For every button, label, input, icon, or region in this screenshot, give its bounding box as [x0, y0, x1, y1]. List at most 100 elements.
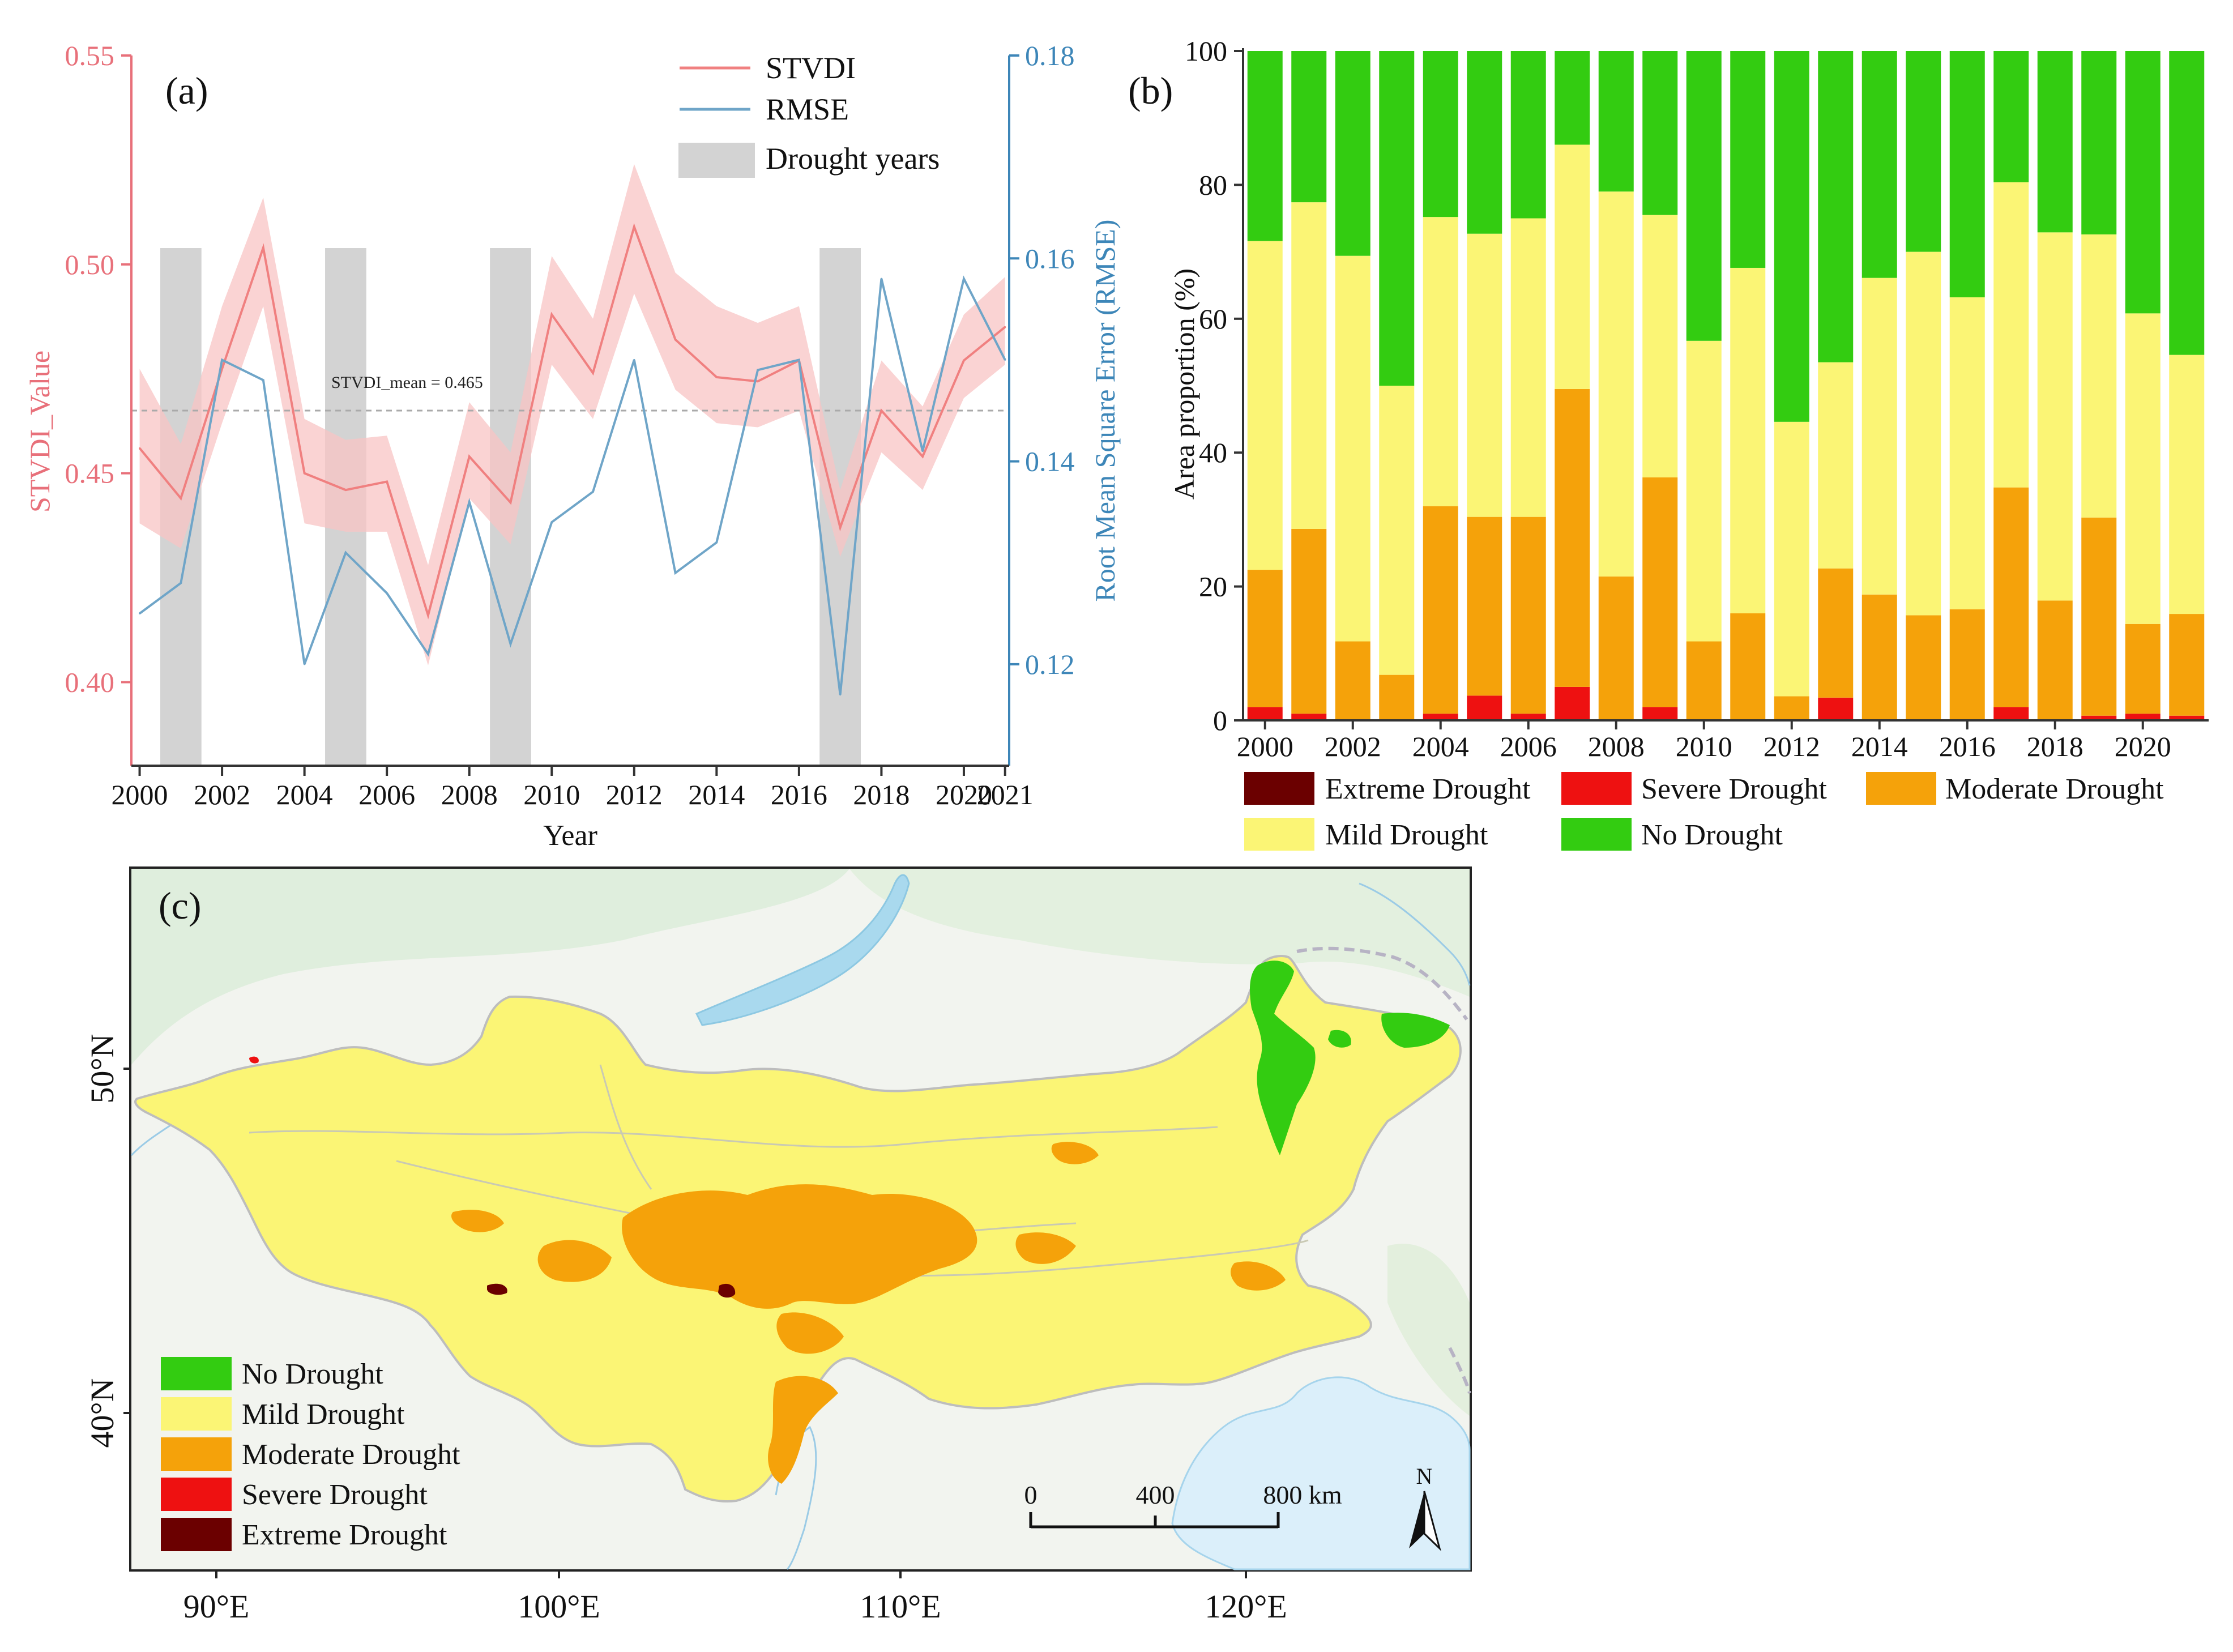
- bar-segment-moderate-drought: [1949, 609, 1985, 720]
- bar-segment-mild-drought: [1335, 255, 1370, 642]
- bar-segment-mild-drought: [1906, 251, 1941, 616]
- bar-segment-no-drought: [1291, 51, 1327, 203]
- stvdi-point: [427, 614, 429, 616]
- map-moderate-drought-area: [1015, 1232, 1076, 1264]
- x-tick-label: 2008: [1588, 731, 1645, 762]
- bar-segment-moderate-drought: [1555, 389, 1590, 687]
- x-tick-label: 2018: [853, 779, 910, 810]
- x-tick-label: 2016: [771, 779, 827, 810]
- stvdi-point: [468, 455, 471, 458]
- bar-segment-severe-drought: [1818, 697, 1854, 720]
- bar-segment-severe-drought: [1642, 707, 1678, 720]
- right-y-tick-label: 0.18: [1025, 40, 1075, 71]
- stvdi-point: [509, 501, 511, 503]
- bar-segment-moderate-drought: [1291, 528, 1327, 714]
- bar-segment-mild-drought: [1642, 215, 1678, 477]
- bar-segment-mild-drought: [1730, 267, 1766, 613]
- map-legend-label-no-drought: No Drought: [242, 1358, 383, 1390]
- map-legend-label-moderate: Moderate Drought: [242, 1438, 460, 1471]
- bar-segment-mild-drought: [1861, 278, 1897, 595]
- bar-segment-mild-drought: [1291, 202, 1327, 529]
- x-tick-label: 2004: [276, 779, 333, 810]
- bar-segment-mild-drought: [2081, 234, 2117, 518]
- bar-segment-moderate-drought: [1598, 576, 1634, 720]
- rmse-point: [880, 278, 882, 280]
- y-tick-label: 40: [1199, 437, 1227, 468]
- bar-segment-no-drought: [1247, 51, 1283, 241]
- bar-segment-mild-drought: [1818, 362, 1854, 569]
- x-tick-label: 2012: [1764, 731, 1820, 762]
- bar-segment-no-drought: [1642, 51, 1678, 215]
- stvdi-point: [550, 313, 553, 315]
- stvdi-point: [839, 527, 842, 529]
- scale-label-0: 0: [1024, 1480, 1037, 1509]
- bar-segment-moderate-drought: [1335, 641, 1370, 720]
- panel-a-line-chart: STVDI_mean = 0.465 0.40 0.45 0.50 0.55 0.12…: [24, 40, 1121, 852]
- bar-segment-mild-drought: [1774, 421, 1809, 697]
- rmse-point: [839, 694, 842, 696]
- bar-segment-mild-drought: [1423, 217, 1458, 506]
- map-vegetation-background: [1387, 1244, 1470, 1416]
- bar-segment-moderate-drought: [2169, 614, 2205, 716]
- bar-segment-moderate-drought: [1247, 570, 1283, 707]
- x-tick-label: 2021: [977, 779, 1034, 810]
- bar-segment-moderate-drought: [1730, 613, 1766, 720]
- map-lake: [695, 874, 910, 1026]
- north-arrow-icon: N: [1409, 1463, 1441, 1551]
- bar-segment-mild-drought: [1555, 144, 1590, 389]
- right-y-tick-label: 0.16: [1025, 242, 1075, 274]
- bar-segment-no-drought: [2081, 51, 2117, 234]
- bar-segment-mild-drought: [2169, 355, 2205, 614]
- stvdi-point: [715, 376, 718, 378]
- panel-b-legend: Extreme Drought Severe Drought Moderate …: [1244, 772, 2164, 851]
- map-scale-bar: 0 400 800 km: [1024, 1480, 1342, 1529]
- legend-swatch-no-drought: [1561, 818, 1632, 851]
- bar-segment-no-drought: [1730, 51, 1766, 268]
- map-moderate-drought-area: [776, 1312, 844, 1354]
- legend-label-moderate: Moderate Drought: [1945, 773, 2164, 805]
- rmse-point: [1004, 358, 1006, 361]
- map-sea: [1171, 1376, 1471, 1570]
- bar-segment-severe-drought: [1423, 714, 1458, 720]
- latitude-label: 40°N: [84, 1378, 121, 1448]
- stvdi-band: [139, 164, 1005, 665]
- bar-segment-moderate-drought: [2081, 517, 2117, 716]
- bar-segment-no-drought: [1335, 51, 1370, 256]
- legend-swatch-severe: [1561, 772, 1632, 805]
- map-legend: No Drought Mild Drought Moderate Drought…: [161, 1357, 460, 1551]
- bar-segment-moderate-drought: [1423, 506, 1458, 714]
- left-y-tick-label: 0.45: [65, 458, 115, 489]
- rmse-point: [550, 521, 553, 523]
- rmse-point: [633, 358, 635, 361]
- y-tick-label: 80: [1199, 169, 1227, 200]
- legend-label-severe: Severe Drought: [1641, 773, 1827, 805]
- rmse-point: [468, 501, 471, 503]
- rmse-point: [139, 612, 141, 614]
- bar-segment-moderate-drought: [1818, 568, 1854, 698]
- bar-segment-mild-drought: [1247, 241, 1283, 570]
- bar-segment-no-drought: [1949, 51, 1985, 297]
- left-y-tick-label: 0.55: [65, 40, 115, 71]
- left-y-tick-label: 0.50: [65, 249, 115, 280]
- right-y-tick-label: 0.12: [1025, 648, 1075, 680]
- y-tick-label: 100: [1185, 35, 1227, 67]
- bar-segment-severe-drought: [2169, 715, 2205, 720]
- y-ticks: 0 20 40 60 80 100: [1185, 35, 1243, 736]
- rmse-point: [386, 592, 388, 594]
- longitude-label: 90°E: [183, 1588, 250, 1625]
- stvdi-point: [880, 409, 882, 412]
- bar-segment-mild-drought: [1949, 297, 1985, 609]
- rmse-point: [798, 358, 800, 361]
- x-tick-label: 2006: [358, 779, 415, 810]
- x-tick-label: 2020: [936, 779, 992, 810]
- map-border-dashed: [1448, 1347, 1471, 1394]
- stvdi-point: [674, 339, 677, 341]
- x-tick-label: 2016: [1939, 731, 1996, 762]
- map-no-drought-area: [1328, 1030, 1351, 1048]
- bar-segment-no-drought: [1686, 51, 1722, 341]
- rmse-point: [344, 552, 347, 554]
- panel-a-label: (a): [165, 69, 208, 112]
- bar-segment-moderate-drought: [2125, 624, 2161, 714]
- map-no-drought-area: [1250, 961, 1316, 1155]
- x-tick-label: 2000: [112, 779, 168, 810]
